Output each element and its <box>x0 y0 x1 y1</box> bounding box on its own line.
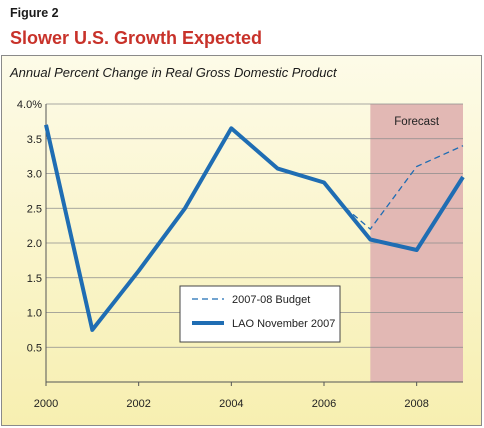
x-tick-label: 2008 <box>404 398 428 410</box>
x-tick-label: 2004 <box>219 398 243 410</box>
figure-label: Figure 2 <box>10 6 59 20</box>
y-tick-label: 0.5 <box>27 342 42 354</box>
series-budget-line <box>337 145 464 230</box>
figure-title: Slower U.S. Growth Expected <box>10 28 263 48</box>
y-tick-label: 2.0 <box>27 238 42 250</box>
legend-label: 2007-08 Budget <box>232 294 310 306</box>
x-tick-label: 2006 <box>312 398 336 410</box>
y-tick-label: 1.0 <box>27 308 42 320</box>
y-tick-label: 2.5 <box>27 203 42 215</box>
x-tick-label: 2002 <box>126 398 150 410</box>
legend-box <box>179 285 341 343</box>
y-tick-label: 4.0% <box>17 99 42 111</box>
legend-label: LAO November 2007 <box>232 318 335 330</box>
x-tick-label: 2000 <box>34 398 58 410</box>
y-tick-label: 3.5 <box>27 134 42 146</box>
y-tick-label: 3.0 <box>27 169 42 181</box>
y-tick-label: 1.5 <box>27 273 42 285</box>
chart-subtitle: Annual Percent Change in Real Gross Dome… <box>10 65 337 80</box>
forecast-label: Forecast <box>394 116 440 128</box>
series-lao-line <box>44 124 465 332</box>
